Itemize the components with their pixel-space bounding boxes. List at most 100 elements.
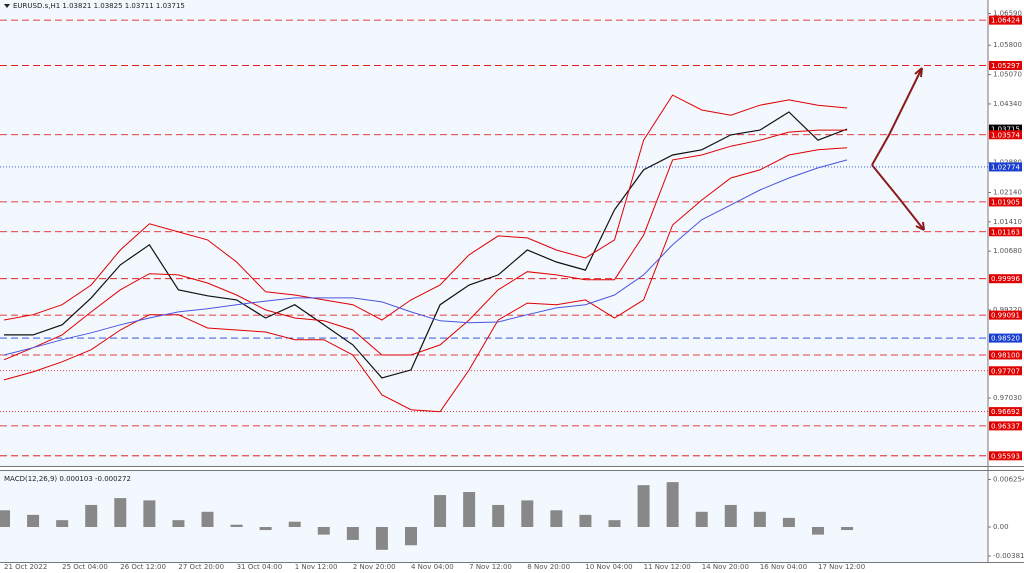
symbol-header: EURUSD.s,H1 1.03821 1.03825 1.03711 1.03… (13, 2, 185, 10)
macd-bar (841, 527, 854, 531)
level-label-bg (989, 274, 1022, 284)
x-tick-label: 27 Oct 20:00 (178, 563, 224, 571)
macd-bar (346, 527, 359, 540)
level-label: 0.98520 (991, 335, 1020, 343)
x-tick-label: 7 Nov 12:00 (469, 563, 512, 571)
macd-bar (695, 511, 708, 528)
macd-bar (56, 520, 69, 528)
macd-bar (375, 527, 388, 550)
level-label-bg (989, 350, 1022, 360)
x-tick-label: 2 Nov 20:00 (353, 563, 396, 571)
level-label-bg (989, 333, 1022, 343)
macd-bar (201, 511, 214, 528)
main-plot-bg (0, 0, 988, 466)
level-label-bg (989, 421, 1022, 431)
x-tick-label: 4 Nov 04:00 (411, 563, 454, 571)
macd-bar (463, 492, 476, 528)
x-tick-label: 26 Oct 12:00 (120, 563, 166, 571)
y-tick-label: 1.01410 (993, 218, 1022, 226)
macd-bar (85, 504, 98, 528)
macd-bar (753, 511, 766, 528)
macd-bar (579, 514, 592, 528)
level-label-bg (989, 197, 1022, 207)
macd-bar (405, 527, 417, 546)
level-label: 0.99091 (991, 312, 1020, 320)
series-line (3, 159, 848, 356)
level-label-bg (989, 130, 1022, 140)
level-label-bg (989, 162, 1022, 172)
macd-bar (0, 510, 10, 528)
level-label: 1.01163 (991, 228, 1020, 236)
x-tick-label: 17 Nov 12:00 (818, 563, 865, 571)
macd-bar (259, 527, 272, 531)
macd-bar (521, 500, 534, 528)
x-tick-label: 1 Nov 12:00 (295, 563, 338, 571)
level-label-bg (989, 310, 1022, 320)
menu-triangle[interactable] (4, 4, 10, 8)
x-tick-label: 10 Nov 04:00 (585, 563, 632, 571)
level-label-bg (989, 451, 1022, 461)
macd-bar (492, 504, 505, 528)
level-label-bg (989, 227, 1022, 237)
macd-bar (637, 485, 650, 528)
y-tick-label: -0.003816 (993, 552, 1024, 560)
y-tick-label: 1.06590 (993, 9, 1022, 17)
x-tick-label: 8 Nov 20:00 (527, 563, 570, 571)
level-label: 0.99996 (991, 275, 1020, 283)
level-label: 0.97707 (991, 367, 1020, 375)
y-tick-label: 1.04340 (993, 100, 1022, 108)
macd-bar (143, 500, 156, 528)
y-tick-label: 0.00 (993, 523, 1009, 531)
level-label: 0.98100 (991, 351, 1020, 359)
level-label: 1.03574 (991, 131, 1020, 139)
series-line (4, 111, 848, 379)
level-label: 1.06424 (991, 17, 1020, 25)
level-label: 0.96692 (991, 408, 1020, 416)
macd-bar (434, 495, 447, 528)
macd-bar (317, 527, 330, 535)
x-tick-label: 16 Nov 04:00 (760, 563, 807, 571)
macd-bar (288, 521, 301, 528)
y-tick-label: 1.05070 (993, 71, 1022, 79)
level-label: 1.03715 (991, 126, 1020, 134)
macd-header: MACD(12,26,9) 0.000103 -0.000272 (4, 475, 131, 483)
arrow-head (915, 221, 925, 231)
y-tick-label: 0.99220 (993, 306, 1022, 314)
level-label-bg (989, 124, 1022, 134)
arrow-up (871, 67, 923, 166)
x-tick-label: 31 Oct 04:00 (237, 563, 283, 571)
series-line (3, 147, 848, 413)
macd-bar (27, 514, 40, 528)
level-label-bg (989, 60, 1022, 70)
arrow-down (871, 164, 925, 231)
macd-bar (114, 498, 127, 528)
macd-bar (666, 482, 679, 528)
level-label-bg (989, 407, 1022, 417)
macd-bar (550, 510, 563, 528)
level-label-bg (989, 366, 1022, 376)
level-label-bg (989, 15, 1022, 25)
level-label: 0.96337 (991, 422, 1020, 430)
x-tick-label: 11 Nov 12:00 (644, 563, 691, 571)
x-tick-label: 25 Oct 04:00 (62, 563, 108, 571)
level-label: 1.01905 (991, 198, 1020, 206)
macd-bar (724, 504, 737, 528)
level-label: 0.95593 (991, 452, 1020, 460)
arrow-head (914, 67, 923, 78)
level-label: 1.05297 (991, 62, 1020, 70)
forecast-arrows (871, 67, 925, 231)
x-tick-label: 14 Nov 20:00 (702, 563, 749, 571)
series-line (3, 129, 848, 361)
macd-bar (782, 517, 795, 528)
macd-bar (230, 524, 243, 528)
y-tick-label: 1.00680 (993, 247, 1022, 255)
series-line (3, 94, 848, 321)
y-tick-label: 1.05800 (993, 41, 1022, 49)
x-tick-label: 21 Oct 2022 (4, 563, 47, 571)
macd-bar (812, 527, 824, 535)
y-tick-label: 0.006254 (993, 475, 1024, 483)
y-tick-label: 1.02140 (993, 188, 1022, 196)
y-tick-label: 0.97030 (993, 394, 1022, 402)
